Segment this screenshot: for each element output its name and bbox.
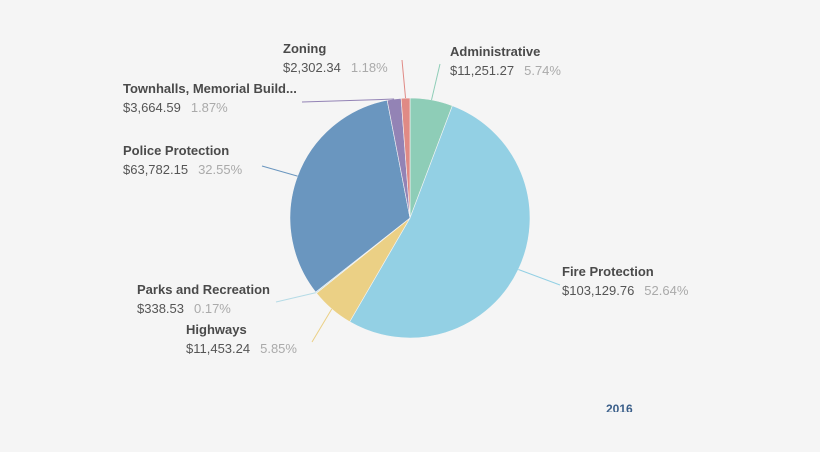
leader-line bbox=[301, 98, 395, 103]
slice-value: $11,251.27 bbox=[450, 63, 515, 78]
slice-percent: 32.55% bbox=[198, 162, 243, 177]
slice-value: $63,782.15 bbox=[123, 162, 189, 177]
leader-line bbox=[518, 269, 561, 286]
slice-value: $3,664.59 bbox=[123, 100, 181, 115]
label-fire-protection: Fire Protection $103,129.76 52.64% bbox=[562, 262, 688, 300]
slice-name: Highways bbox=[186, 322, 247, 337]
leader-line bbox=[431, 63, 441, 101]
slice-percent: 1.18% bbox=[350, 60, 388, 75]
label-administrative: Administrative $11,251.27 5.74% bbox=[450, 42, 561, 80]
slice-value: $2,302.34 bbox=[283, 60, 341, 75]
slice-percent: 1.87% bbox=[190, 100, 228, 115]
label-police-protection: Police Protection $63,782.15 32.55% bbox=[123, 141, 242, 179]
year-label: 2016 bbox=[606, 402, 633, 412]
leader-line bbox=[401, 59, 407, 99]
label-parks-and-recreation: Parks and Recreation $338.53 0.17% bbox=[137, 280, 270, 318]
slice-name: Police Protection bbox=[123, 143, 230, 158]
slice-percent: 5.85% bbox=[260, 341, 297, 356]
slice-percent: 0.17% bbox=[194, 301, 231, 316]
slice-percent: 5.74% bbox=[524, 63, 561, 78]
label-townhalls: Townhalls, Memorial Build... $3,664.59 1.… bbox=[123, 79, 297, 117]
leader-line bbox=[261, 165, 298, 177]
slice-name: Administrative bbox=[450, 44, 541, 59]
pie-slice-zoning bbox=[400, 97, 411, 219]
leader-line bbox=[311, 308, 333, 343]
label-highways: Highways $11,453.24 5.85% bbox=[186, 320, 297, 358]
pie-slice-police-protection bbox=[289, 99, 411, 293]
slice-name: Zoning bbox=[283, 41, 327, 56]
slice-value: $103,129.76 bbox=[562, 283, 635, 298]
slice-name: Townhalls, Memorial Build... bbox=[123, 81, 297, 96]
slice-name: Parks and Recreation bbox=[137, 282, 270, 297]
leader-line bbox=[275, 292, 317, 303]
slice-percent: 52.64% bbox=[644, 283, 689, 298]
slice-name: Fire Protection bbox=[562, 264, 654, 279]
label-zoning: Zoning $2,302.34 1.18% bbox=[283, 39, 388, 77]
slice-value: $338.53 bbox=[137, 301, 184, 316]
slice-value: $11,453.24 bbox=[186, 341, 251, 356]
